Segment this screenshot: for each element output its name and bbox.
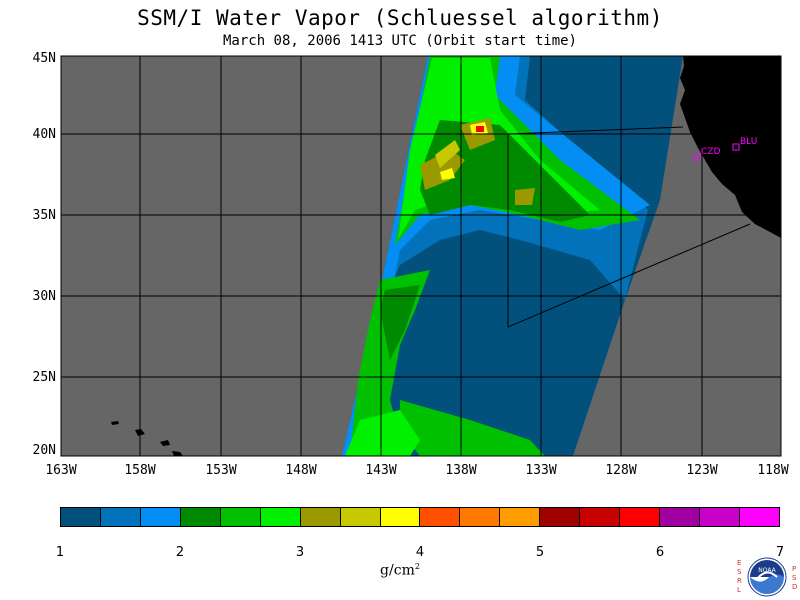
colorbar-tick: 3	[295, 545, 305, 560]
colorbar-swatch	[140, 508, 181, 526]
wv-olive-4	[435, 140, 460, 168]
colorbar-swatch	[739, 508, 779, 526]
colorbar-swatch	[500, 508, 541, 526]
colorbar	[60, 507, 780, 527]
noaa-emblem-icon: NOAA	[747, 557, 787, 597]
logo-letter: E	[737, 559, 742, 567]
land-north-america	[680, 56, 781, 238]
wv-olive-3	[515, 188, 535, 205]
colorbar-swatch	[220, 508, 261, 526]
colorbar-swatch	[61, 508, 101, 526]
logo-letter: P	[792, 565, 797, 573]
lon-label: 138W	[445, 463, 477, 478]
colorbar-tick: 1	[55, 545, 65, 560]
map-subtitle: March 08, 2006 1413 UTC (Orbit start tim…	[222, 33, 577, 49]
lat-label: 35N	[32, 208, 56, 223]
logo-badge-text: NOAA	[758, 567, 776, 574]
lon-label: 143W	[365, 463, 397, 478]
lat-label: 40N	[32, 127, 56, 142]
colorbar-swatch	[420, 508, 461, 526]
logo-letter: S	[737, 568, 742, 576]
colorbar-swatch	[100, 508, 141, 526]
colorbar-tick: 4	[415, 545, 425, 560]
lon-label: 163W	[45, 463, 77, 478]
colorbar-swatch	[620, 508, 661, 526]
colorbar-tick: 7	[775, 545, 785, 560]
lon-label: 118W	[757, 463, 789, 478]
lat-label: 20N	[32, 443, 56, 458]
analysis-region	[507, 126, 751, 328]
colorbar-swatch	[260, 508, 301, 526]
logo-letter: R	[737, 577, 742, 585]
swath-west-dark	[380, 285, 420, 360]
colorbar-swatch	[460, 508, 501, 526]
colorbar-swatch	[180, 508, 221, 526]
colorbar-swatch	[580, 508, 621, 526]
colorbar-units: g/cm2	[370, 562, 430, 579]
swath-band-dark	[420, 120, 590, 222]
colorbar-swatch	[300, 508, 341, 526]
wv-red	[476, 126, 484, 132]
lon-label: 153W	[205, 463, 237, 478]
colorbar-tick: 2	[175, 545, 185, 560]
swath-west-green	[350, 270, 430, 456]
station-marker-blu	[732, 143, 740, 151]
colorbar-swatch	[340, 508, 381, 526]
lon-label: 133W	[525, 463, 557, 478]
logo-letter: L	[737, 586, 741, 594]
colorbar-swatch	[540, 508, 581, 526]
station-label-czd: CZD	[701, 147, 721, 157]
colorbar-swatch	[660, 508, 700, 526]
swath-south-green	[400, 400, 545, 456]
units-text: g/cm	[380, 562, 415, 579]
station-marker-czd	[693, 153, 701, 161]
lat-label: 25N	[32, 370, 56, 385]
lon-label: 148W	[285, 463, 317, 478]
units-exponent: 2	[414, 562, 420, 571]
colorbar-swatch	[380, 508, 421, 526]
noaa-esrl-psd-logo: E S R L NOAA P S D	[735, 555, 799, 599]
lon-label: 123W	[686, 463, 718, 478]
station-label-blu: BLU	[740, 137, 758, 147]
logo-letter: D	[792, 583, 798, 591]
lon-label: 158W	[124, 463, 156, 478]
map-frame	[60, 55, 782, 457]
colorbar-tick: 6	[655, 545, 665, 560]
swath-south-bright	[345, 410, 420, 456]
lat-label: 30N	[32, 289, 56, 304]
colorbar-tick: 5	[535, 545, 545, 560]
logo-letter: S	[792, 574, 797, 582]
gridlines	[61, 56, 781, 456]
wv-olive-1	[420, 150, 465, 190]
lat-label: 45N	[32, 51, 56, 66]
map-title: SSM/I Water Vapor (Schluessel algorithm)	[137, 6, 663, 30]
colorbar-swatch	[700, 508, 740, 526]
lon-label: 128W	[605, 463, 637, 478]
wv-yellow-2	[440, 168, 455, 180]
swath	[342, 56, 683, 456]
